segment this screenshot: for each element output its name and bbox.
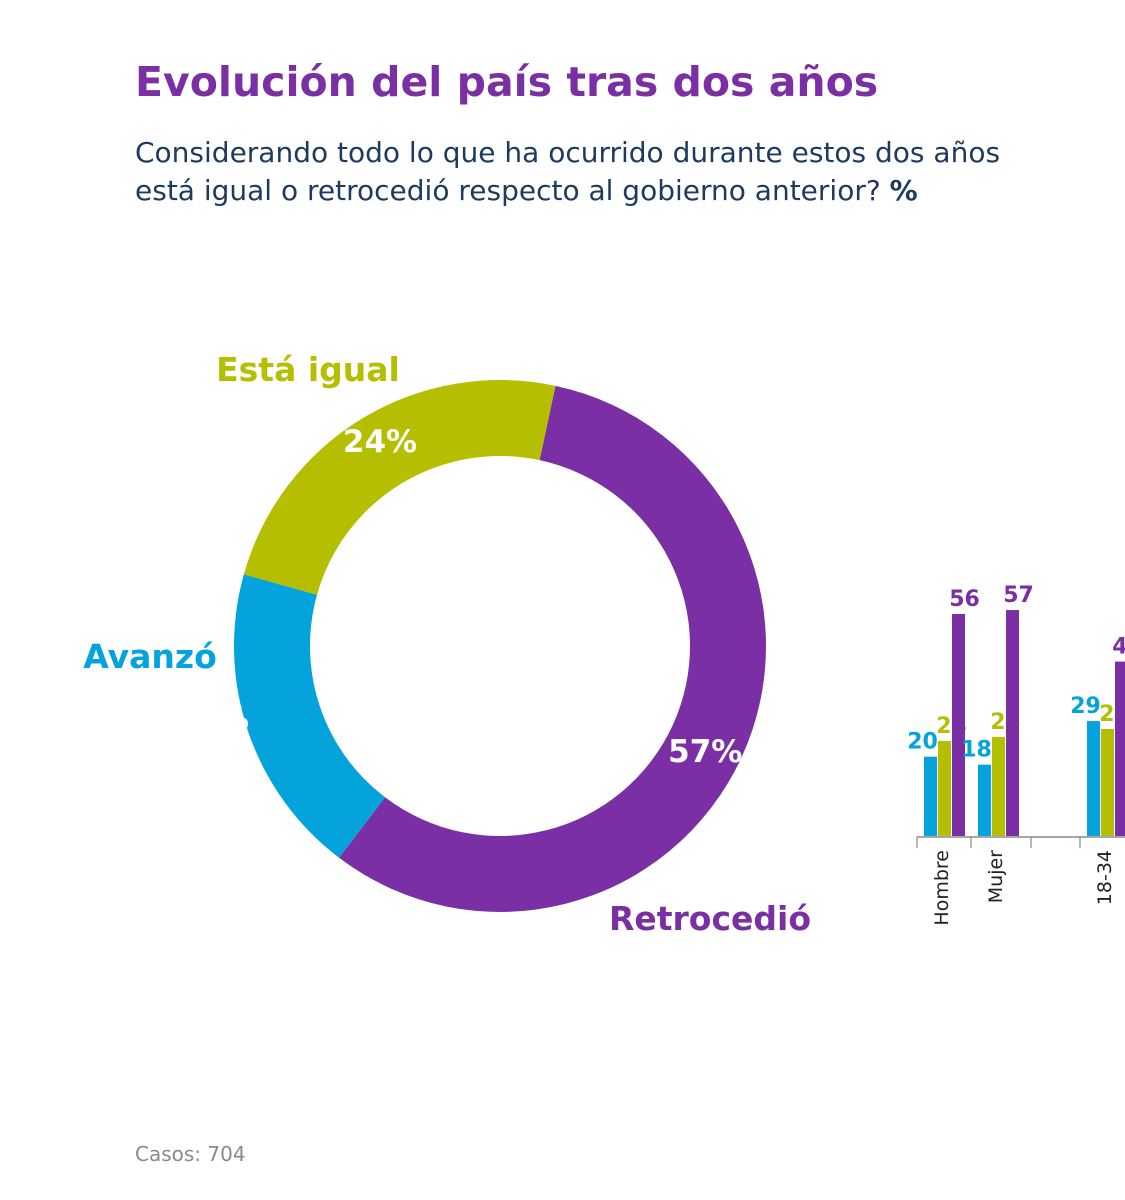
bar-retrocedio-18-34 <box>1115 661 1125 836</box>
donut-value-label-avanzo: 19% <box>175 702 249 738</box>
donut-value-label-esta-igual: 24% <box>343 424 417 460</box>
bar-tick-label-18-34: 18-34 <box>1094 850 1116 905</box>
donut-slice-avanzo <box>233 574 386 858</box>
bar-value-label-retrocedio-hombre: 56 <box>949 587 980 612</box>
bar-value-label-avanzo-hombre: 20 <box>907 730 938 755</box>
donut-slice-esta-igual <box>243 380 556 595</box>
bar-value-label-retrocedio-18-34: 44 <box>1112 635 1125 660</box>
subtitle-unit: % <box>889 174 918 207</box>
bar-value-label-retrocedio-mujer: 57 <box>1003 583 1034 608</box>
bar-avanzo-hombre <box>924 756 937 836</box>
bar-esta-igual-18-34 <box>1101 728 1114 836</box>
chart-title: Evolución del país tras dos años <box>135 58 879 106</box>
subtitle-line-1: Considerando todo lo que ha ocurrido dur… <box>135 136 1001 169</box>
bar-esta-igual-mujer <box>992 736 1005 836</box>
donut-category-label-avanzo: Avanzó <box>83 637 217 676</box>
bar-retrocedio-mujer <box>1006 610 1019 836</box>
donut-chart: 57% Retrocedió 19% Avanzó 24% Está igual <box>83 350 811 938</box>
bar-tick-label-mujer: Mujer <box>985 850 1007 903</box>
bar-value-label-avanzo-mujer: 18 <box>961 738 992 763</box>
bar-tick-label-hombre: Hombre <box>931 850 953 926</box>
bar-esta-igual-hombre <box>938 740 951 836</box>
bar-chart: 202456Hombre182557Mujer29274418-34 <box>907 583 1125 926</box>
bar-avanzo-18-34 <box>1087 721 1100 836</box>
subtitle-line-2: está igual o retrocedió respecto al gobi… <box>135 174 881 207</box>
cases-label: Casos: <box>135 1142 202 1166</box>
chart-subtitle: Considerando todo lo que ha ocurrido dur… <box>135 134 1125 210</box>
donut-value-label-retrocedio: 57% <box>668 734 742 770</box>
cases-footer: Casos: 704 <box>135 1142 246 1166</box>
cases-value: 704 <box>207 1142 246 1166</box>
donut-slice-retrocedio <box>339 385 766 913</box>
bar-avanzo-mujer <box>978 764 991 836</box>
bar-value-label-avanzo-18-34: 29 <box>1070 694 1101 719</box>
donut-category-label-retrocedio: Retrocedió <box>609 899 811 938</box>
bar-retrocedio-hombre <box>952 614 965 836</box>
donut-category-label-esta-igual: Está igual <box>216 350 400 389</box>
